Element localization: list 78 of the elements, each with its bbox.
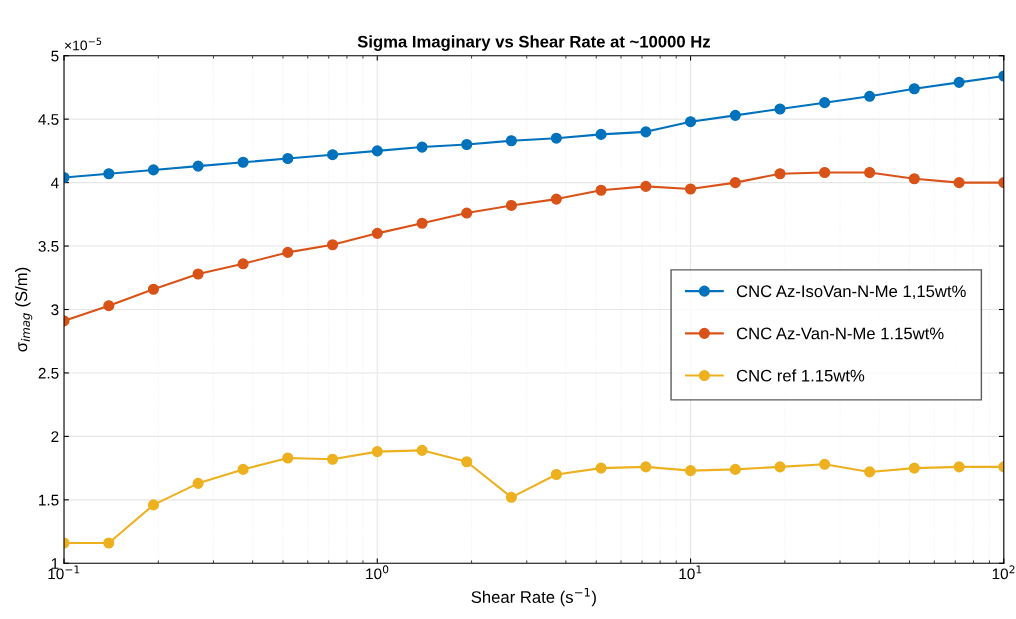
point (864, 166, 876, 179)
point (774, 461, 786, 473)
y-tick-label: 2.5 (38, 367, 59, 379)
point (505, 135, 517, 147)
point (505, 199, 517, 212)
point (864, 466, 876, 478)
point (416, 141, 428, 153)
point (192, 268, 204, 280)
point (103, 168, 115, 180)
point (864, 90, 876, 102)
y-axis-title: σ$_{imag}$ (S/m) (15, 267, 33, 352)
y-tick-label: 4 (51, 177, 59, 189)
point (595, 184, 607, 196)
point (819, 166, 831, 179)
y-tick-label: 2 (51, 431, 59, 442)
x-tick-label: 10$^{0}$ (366, 565, 389, 580)
y-tick-label: 5 (51, 50, 59, 62)
y-tick-label: 3 (51, 304, 59, 316)
point (595, 462, 607, 474)
point (953, 461, 965, 473)
point (192, 477, 204, 489)
point (282, 452, 294, 464)
point (774, 103, 786, 115)
point (684, 465, 697, 477)
point (640, 461, 652, 473)
y-tick-label: 1.5 (39, 494, 59, 506)
x-tick-label: 10$^{1}$ (679, 565, 702, 580)
legend-label: CNC ref 1.15wt% (736, 369, 865, 382)
y-tick-label: 4.5 (38, 114, 59, 125)
point (147, 499, 160, 511)
point (103, 537, 115, 549)
point (729, 463, 741, 475)
point (729, 109, 741, 121)
point (505, 491, 517, 503)
point (371, 446, 383, 458)
point (327, 453, 339, 465)
point (953, 177, 965, 189)
legend-label: CNC Az-IsoVan-N-Me 1,15wt% (736, 285, 966, 300)
point (282, 246, 294, 258)
point (147, 164, 160, 176)
chart-title: Sigma Imaginary vs Shear Rate at ~10000 Hz (357, 35, 711, 51)
point (640, 126, 652, 138)
point (729, 177, 741, 189)
point (684, 183, 697, 195)
point (371, 227, 383, 239)
point (237, 258, 249, 270)
point (327, 149, 339, 161)
text: ×10$^{−5}$ (64, 37, 102, 51)
y-tick-label: 3.5 (38, 240, 59, 252)
point (908, 173, 920, 185)
point (371, 145, 383, 157)
point (327, 239, 339, 251)
point (461, 138, 473, 151)
point (819, 458, 831, 470)
point (237, 156, 249, 168)
point (416, 217, 428, 229)
point (550, 193, 562, 205)
point (774, 168, 786, 180)
point (908, 83, 920, 95)
point (550, 468, 562, 481)
x-axis-title: Shear Rate (s$^{−1}$) (471, 587, 596, 607)
x-tick-label: 10$^{2}$ (992, 565, 1015, 580)
point (953, 76, 965, 88)
point (550, 132, 562, 144)
point (282, 152, 294, 165)
point (192, 160, 204, 172)
point (640, 180, 652, 192)
point (103, 300, 115, 312)
point (237, 463, 249, 475)
point (684, 116, 697, 128)
point (416, 444, 428, 456)
point (461, 207, 473, 219)
point (908, 462, 920, 474)
point (595, 128, 607, 140)
point (461, 456, 473, 468)
legend-label: CNC Az-Van-N-Me 1.15wt% (736, 327, 944, 340)
point (819, 97, 831, 109)
point (147, 283, 160, 295)
